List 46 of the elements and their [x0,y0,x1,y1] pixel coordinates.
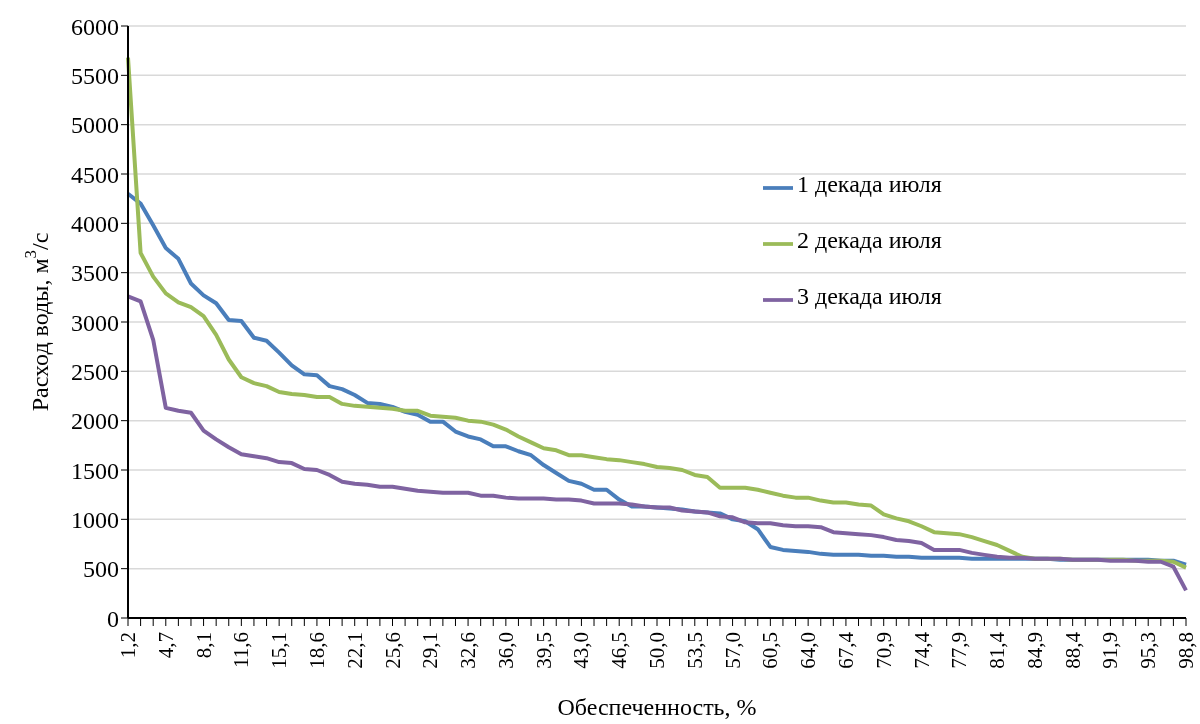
y-tick-label: 3500 [71,260,119,287]
x-tick-label: 22,1 [342,632,367,669]
y-tick-label: 4500 [71,161,119,188]
y-tick-label: 1500 [71,457,119,484]
x-tick-label: 36,0 [493,632,518,669]
x-tick-label: 4,7 [153,632,178,659]
x-tick-label: 57,0 [720,632,745,669]
x-tick-label: 29,1 [418,632,443,669]
y-tick-label: 1000 [71,506,119,533]
x-tick-label: 67,4 [833,631,858,669]
x-tick-label: 88,4 [1060,631,1085,669]
x-tick-label: 64,0 [796,632,821,669]
x-tick-label: 43,0 [569,632,594,669]
x-tick-label: 98,8 [1174,632,1198,669]
x-tick-label: 18,6 [304,632,329,669]
legend-label: 3 декада июля [797,283,942,309]
x-tick-label: 84,9 [1022,632,1047,669]
y-tick-label: 0 [107,605,119,632]
y-tick-label: 4000 [71,210,119,237]
x-tick-label: 77,9 [947,632,972,669]
x-tick-label: 8,1 [191,632,216,659]
y-tick-label: 5500 [71,62,119,89]
legend-label: 1 декада июля [797,171,942,197]
x-tick-label: 25,6 [380,632,405,669]
x-tick-label: 60,5 [758,632,783,669]
x-tick-label: 53,5 [682,632,707,669]
x-tick-label: 39,5 [531,632,556,669]
y-tick-label: 3000 [71,309,119,336]
x-tick-label: 91,9 [1098,632,1123,669]
x-tick-label: 50,0 [645,632,669,669]
x-tick-label: 81,4 [985,631,1010,669]
x-tick-label: 32,6 [456,632,481,669]
x-tick-label: 1,2 [116,632,140,659]
y-tick-label: 2500 [71,358,119,385]
x-tick-label: 11,6 [229,632,254,668]
x-axis-title: Обеспеченность, % [557,694,757,720]
y-tick-label: 2000 [71,408,119,435]
legend-label: 2 декада июля [797,227,942,253]
x-tick-label: 46,5 [607,632,632,669]
x-tick-label: 74,4 [909,631,934,669]
y-tick-label: 6000 [71,13,119,40]
y-tick-label: 500 [83,556,119,583]
x-tick-label: 70,9 [871,632,896,669]
x-tick-label: 15,1 [267,632,292,669]
x-tick-label: 95,3 [1136,632,1161,669]
y-tick-label: 5000 [71,112,119,139]
